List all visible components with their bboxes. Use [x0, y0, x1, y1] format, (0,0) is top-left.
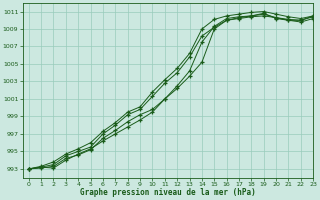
X-axis label: Graphe pression niveau de la mer (hPa): Graphe pression niveau de la mer (hPa): [80, 188, 256, 197]
